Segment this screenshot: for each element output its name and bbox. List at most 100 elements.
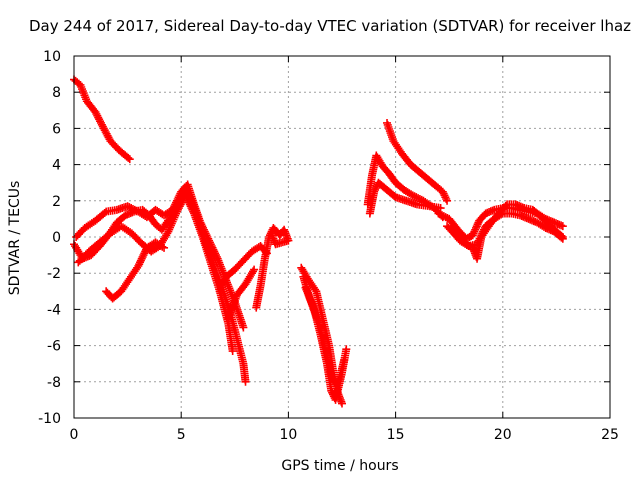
data-point [184, 198, 193, 207]
data-point [93, 111, 102, 120]
data-point [410, 192, 419, 201]
data-point [267, 229, 276, 238]
data-point [181, 191, 190, 200]
y-tick-label: -10 [38, 411, 61, 427]
data-point [473, 220, 482, 229]
data-point [188, 205, 197, 214]
data-point [182, 193, 191, 202]
data-point [470, 227, 479, 236]
data-point [218, 281, 227, 290]
data-point [211, 251, 220, 260]
data-point [206, 240, 215, 249]
data-point [228, 347, 237, 356]
data-point [95, 115, 104, 124]
data-point [141, 247, 150, 256]
data-point [311, 285, 320, 294]
data-point [140, 249, 149, 258]
data-point [472, 223, 480, 232]
data-point [135, 260, 144, 269]
data-point [136, 258, 145, 267]
data-point [479, 225, 488, 234]
data-point [439, 212, 448, 221]
data-point [185, 200, 194, 209]
y-tick-label: 10 [43, 49, 61, 65]
data-point [414, 194, 423, 203]
data-point [443, 196, 452, 205]
data-point [239, 323, 248, 332]
data-point [130, 205, 139, 214]
data-point [183, 194, 192, 203]
data-point [100, 208, 109, 217]
data-point [475, 234, 484, 243]
data-point [212, 252, 221, 261]
data-point [442, 194, 451, 203]
series-arc-11 [299, 272, 349, 390]
data-point [210, 247, 219, 256]
data-point [469, 229, 478, 238]
x-tick-label: 5 [177, 427, 186, 443]
y-tick-label: 4 [52, 158, 61, 174]
data-point [474, 236, 483, 245]
data-point [501, 201, 510, 210]
data-point [370, 187, 379, 196]
data-point [187, 204, 196, 213]
x-tick-label: 20 [494, 427, 512, 443]
series-arc-3 [72, 180, 248, 332]
data-point [189, 207, 198, 216]
data-point [160, 243, 169, 252]
data-point [216, 285, 225, 294]
data-point [137, 254, 146, 263]
series-arc-7 [224, 265, 259, 323]
data-point [211, 249, 220, 258]
data-point [471, 225, 480, 234]
data-point [472, 222, 481, 231]
data-point [91, 108, 100, 117]
series-arc-1 [70, 75, 134, 164]
data-point [473, 238, 482, 247]
plot-frame [73, 55, 611, 419]
chart-title: Day 244 of 2017, Sidereal Day-to-day VTE… [29, 17, 631, 35]
data-point [136, 256, 145, 265]
data-point [139, 251, 148, 260]
data-point [209, 245, 218, 254]
series-arc-17 [447, 209, 567, 251]
series-arc-5 [102, 238, 169, 303]
y-tick-label: -6 [47, 339, 61, 355]
data-point [441, 213, 450, 222]
data-point [558, 222, 567, 231]
series-arc-14 [365, 178, 445, 218]
data-point [477, 231, 486, 240]
data-point [434, 209, 443, 218]
data-point [557, 233, 566, 242]
x-tick-label: 25 [601, 427, 619, 443]
x-axis-label: GPS time / hours [281, 458, 398, 474]
data-point [219, 280, 228, 289]
data-point [340, 356, 349, 365]
data-point [371, 184, 380, 193]
data-points [70, 75, 567, 408]
data-point [134, 261, 143, 270]
data-point [342, 345, 351, 354]
y-tick-label: 0 [52, 230, 61, 246]
data-point [338, 399, 346, 408]
data-point [92, 109, 101, 118]
data-point [127, 204, 136, 213]
data-point [438, 187, 447, 196]
x-tick-label: 15 [387, 427, 405, 443]
y-tick-label: -8 [47, 375, 61, 391]
data-point [250, 265, 259, 274]
data-point [219, 278, 228, 287]
data-point [479, 227, 488, 236]
data-point [412, 193, 421, 202]
data-point [186, 202, 195, 211]
data-point [158, 242, 167, 251]
series-arc-12 [383, 118, 452, 205]
data-point [473, 240, 482, 249]
data-point [217, 283, 226, 292]
data-point [125, 203, 134, 212]
data-point [123, 202, 132, 211]
data-point [241, 377, 250, 386]
y-axis-label: SDTVAR / TECUs [7, 181, 23, 296]
x-tick-label: 0 [70, 427, 79, 443]
